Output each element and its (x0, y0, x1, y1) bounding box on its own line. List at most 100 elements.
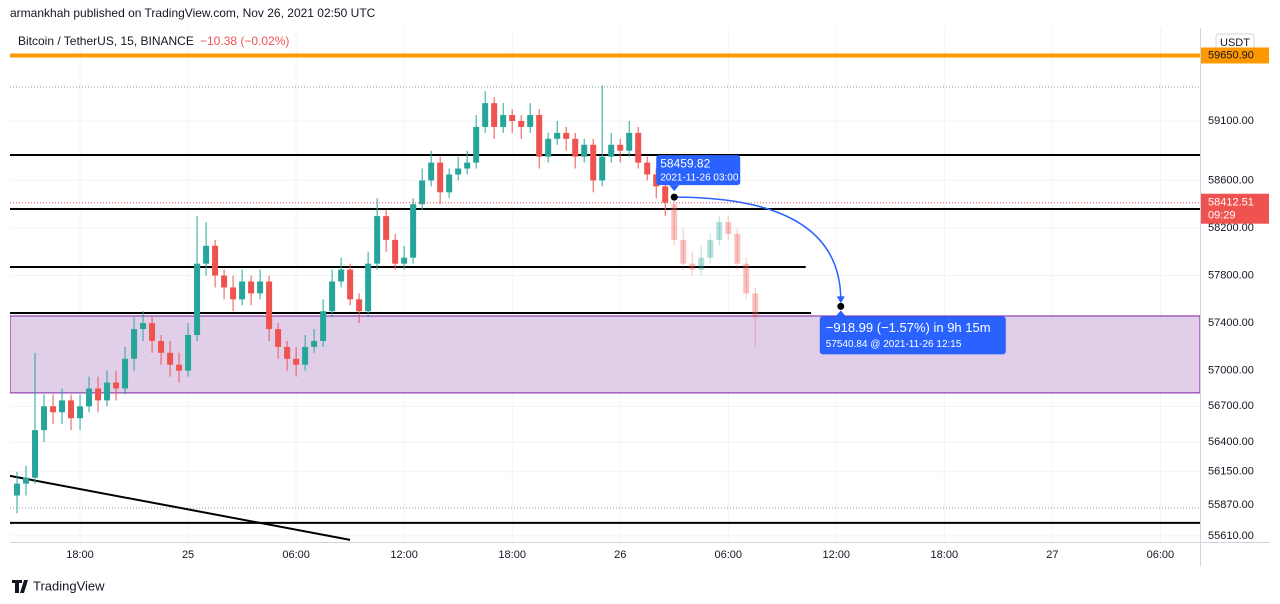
candle-body (329, 281, 336, 312)
candle-body (131, 329, 138, 359)
candle-body (455, 168, 462, 175)
candle-body (113, 382, 120, 389)
logo (12, 580, 28, 593)
candle-body (689, 263, 696, 270)
candle-body (122, 358, 129, 389)
candle-body (86, 388, 93, 407)
candle-body (356, 299, 363, 312)
candle-body (563, 132, 570, 139)
y-tick-label: 58200.00 (1208, 222, 1254, 234)
y-tick-label: 55870.00 (1208, 499, 1254, 511)
candle-body (374, 216, 381, 264)
currency[interactable]: USDT (1220, 37, 1250, 49)
measure-change: −918.99 (−1.57%) in 9h 15m (826, 320, 991, 335)
candle-body (68, 400, 75, 419)
x-tick-label: 12:00 (823, 549, 851, 561)
candle-body (653, 174, 660, 187)
y-tick-label: 56700.00 (1208, 400, 1254, 412)
candle-body (554, 132, 561, 139)
measure-start-time: 2021-11-26 03:00 (660, 173, 739, 184)
candle-body (149, 323, 156, 341)
candle-body (464, 162, 471, 169)
orange-level-tag (1201, 47, 1269, 64)
candle-body (239, 281, 246, 300)
candle-body (320, 311, 327, 341)
candle-body (707, 239, 714, 258)
candle-body (410, 204, 417, 258)
candle-body (293, 358, 300, 365)
last-price-tag (1201, 193, 1269, 224)
y-tick-label: 56150.00 (1208, 466, 1254, 478)
trend-line (10, 474, 351, 541)
candle-body (383, 216, 390, 240)
candle-body (752, 293, 759, 318)
candle-body (518, 120, 525, 127)
candle-body (644, 162, 651, 175)
symbol: Bitcoin / TetherUS, 15, BINANCE (18, 34, 194, 48)
candle-body (419, 180, 426, 205)
candle-body (437, 162, 444, 193)
candle-body (743, 263, 750, 294)
candle-body (221, 275, 228, 288)
candle-body (635, 132, 642, 163)
x-tick-label: 18:00 (498, 549, 526, 561)
candle-body (617, 144, 624, 151)
candle-body (347, 269, 354, 300)
candle-body (248, 281, 255, 294)
candle-body (257, 281, 264, 294)
candle-body (158, 340, 165, 353)
candle-body (491, 103, 498, 127)
candle-body (581, 144, 588, 157)
candle-body (446, 174, 453, 193)
change: −10.38 (−0.02%) (200, 34, 289, 48)
candle-body (338, 269, 345, 282)
y-tick-label: 57000.00 (1208, 365, 1254, 377)
candle-body (680, 239, 687, 264)
x-tick-label: 25 (182, 549, 194, 561)
candle-body (176, 364, 183, 371)
x-tick-label: 06:00 (1147, 549, 1175, 561)
candle-body (725, 222, 732, 234)
candle-body (311, 340, 318, 347)
y-tick-label: 57800.00 (1208, 269, 1254, 281)
candle-body (365, 263, 372, 312)
candle-body (59, 400, 66, 413)
candle-body (428, 162, 435, 181)
candle-body (14, 483, 21, 496)
candle-body (50, 406, 57, 413)
candle-body (185, 334, 192, 371)
measure-start-box (656, 155, 741, 186)
x-tick-label: 26 (614, 549, 626, 561)
candle-body (275, 329, 282, 347)
candle-body (203, 245, 210, 264)
candle-body (77, 406, 84, 419)
candle-body (266, 281, 273, 330)
countdown: 09:29 (1208, 210, 1236, 222)
candle-body (302, 346, 309, 365)
candle-body (734, 233, 741, 264)
candle-body (545, 138, 552, 157)
candle-body (95, 388, 102, 401)
candle-body (473, 126, 480, 163)
y-tick-label: 57400.00 (1208, 317, 1254, 329)
measure-start-price: 58459.82 (660, 156, 710, 170)
measure-end-box (819, 316, 1006, 355)
candle-body (509, 115, 516, 121)
candle-body (401, 257, 408, 264)
candle-body (230, 287, 237, 300)
header: armankhah published on TradingView.com, … (10, 6, 376, 20)
candle-body (527, 115, 534, 127)
candle-body (716, 222, 723, 240)
candle-body (167, 352, 174, 365)
x-tick-label: 06:00 (282, 549, 310, 561)
candle-body (572, 138, 579, 157)
candle-body (662, 186, 669, 203)
candle-body (194, 263, 201, 335)
candle-body (23, 477, 30, 484)
candle-body (698, 257, 705, 270)
x-tick-label: 06:00 (714, 549, 742, 561)
candle-body (536, 115, 543, 157)
measure-end-pointer (835, 310, 846, 317)
